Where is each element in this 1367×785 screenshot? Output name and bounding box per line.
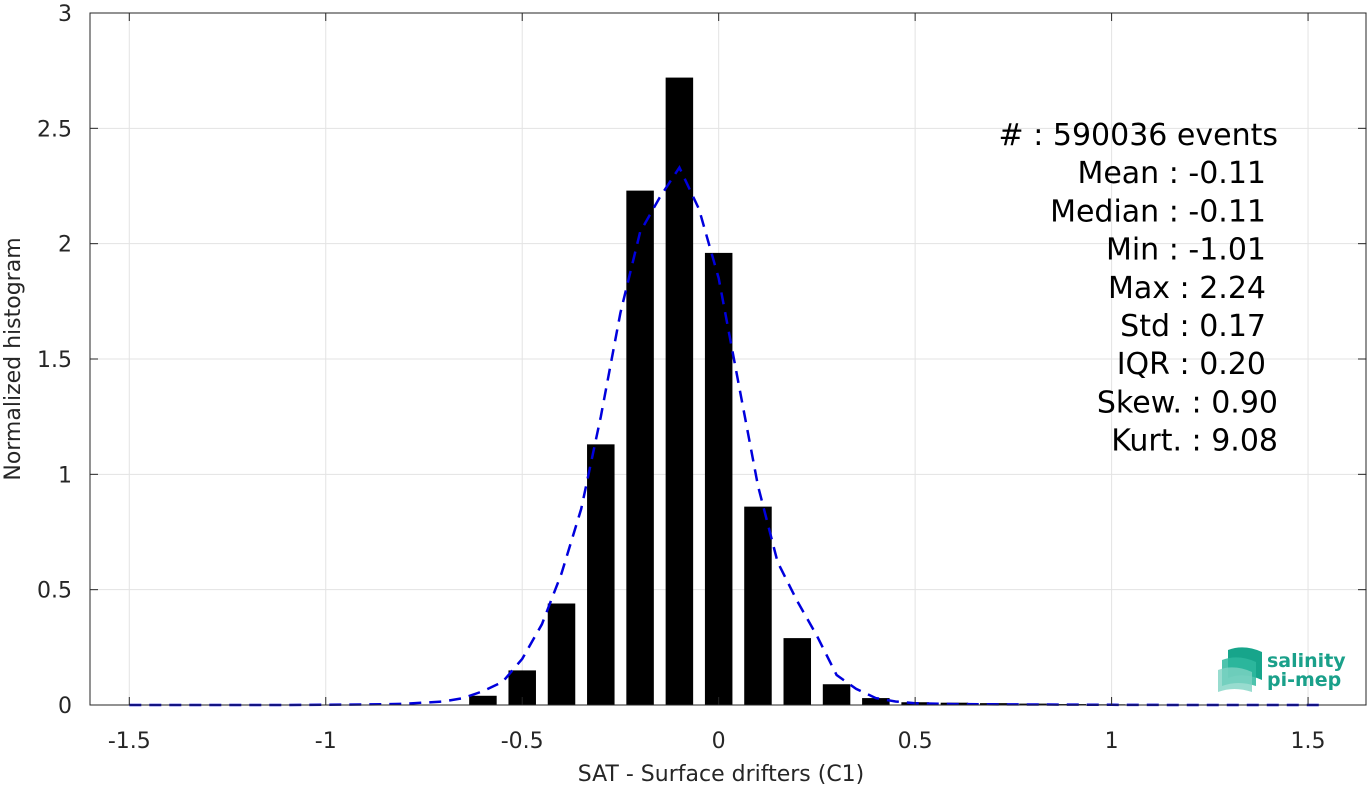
y-tick-label: 2 [58, 233, 72, 258]
y-axis-label: Normalized histogram [1, 237, 26, 480]
x-tick-label: -1 [315, 729, 337, 754]
x-tick-label: -0.5 [501, 729, 544, 754]
y-tick-label: 1.5 [37, 348, 72, 373]
histogram-bar [862, 698, 890, 705]
salinity-pi-mep-logo: salinity pi-mep [1218, 647, 1346, 692]
bars [469, 77, 1126, 706]
tick-marks [90, 12, 1366, 706]
stats-line: Std : 0.17 [1120, 309, 1266, 344]
histogram-bar [587, 444, 615, 705]
stats-line: Kurt. : 9.08 [1111, 424, 1278, 459]
logo-line1: salinity [1267, 650, 1346, 672]
histogram-bar [665, 77, 694, 705]
y-tick-labels: 0 0.5 1 1.5 2 2.5 3 [37, 2, 72, 719]
x-tick-label: 0.5 [898, 729, 933, 754]
histogram-bar [704, 252, 733, 706]
histogram-bar [626, 190, 654, 705]
stats-line: # : 590036 events [999, 118, 1278, 153]
histogram-bar [744, 506, 772, 705]
y-tick-label: 2.5 [37, 117, 72, 142]
logo-line2: pi-mep [1267, 669, 1341, 691]
stats-line: IQR : 0.20 [1117, 347, 1266, 382]
y-tick-label: 3 [58, 2, 72, 27]
y-tick-label: 1 [58, 463, 72, 488]
stats-line: Mean : -0.11 [1077, 156, 1266, 191]
x-tick-labels: -1.5 -1 -0.5 0 0.5 1 1.5 [108, 729, 1326, 754]
x-axis-label: SAT - Surface drifters (C1) [578, 762, 865, 785]
x-tick-label: -1.5 [108, 729, 151, 754]
stats-line: Max : 2.24 [1108, 271, 1266, 306]
histogram-bar [547, 603, 576, 705]
x-tick-label: 1.5 [1291, 729, 1326, 754]
x-tick-label: 1 [1105, 729, 1119, 754]
histogram-bar [469, 695, 497, 705]
x-tick-label: 0 [712, 729, 726, 754]
y-tick-label: 0.5 [37, 579, 72, 604]
stats-line: Median : -0.11 [1050, 194, 1266, 229]
fit-line [129, 164, 1320, 707]
logo-waves-icon [1218, 647, 1262, 692]
histogram-bar [783, 638, 812, 705]
histogram-bar [822, 684, 851, 705]
y-tick-label: 0 [58, 694, 72, 719]
stats-line: Skew. : 0.90 [1097, 385, 1278, 420]
stats-line: Min : -1.01 [1106, 233, 1266, 268]
